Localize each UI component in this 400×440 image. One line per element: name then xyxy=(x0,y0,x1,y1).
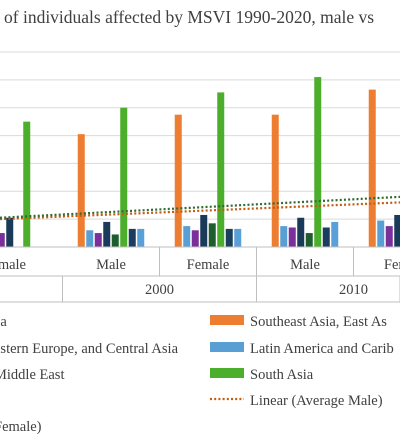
x-axis: male Male Female 2000 Male Femal 2010 xyxy=(0,246,400,303)
x-group-label: 2000 xyxy=(145,282,174,298)
bar xyxy=(86,230,94,247)
legend-swatch xyxy=(210,368,244,378)
bar xyxy=(280,226,288,247)
bar xyxy=(217,92,225,248)
bar xyxy=(377,220,385,247)
x-tick-label: Female xyxy=(187,257,230,273)
legend-label: Female) xyxy=(0,419,42,435)
x-group-label: 2010 xyxy=(339,282,368,298)
bar xyxy=(137,228,145,247)
legend-label: Linear (Average Male) xyxy=(250,393,383,409)
trendlines xyxy=(0,195,400,221)
x-tick-label: Male xyxy=(290,257,320,273)
bar xyxy=(394,214,400,247)
legend-label: South Asia xyxy=(250,367,314,383)
legend-label: Latin America and Carib xyxy=(250,341,394,357)
bar xyxy=(23,121,31,247)
bar xyxy=(103,221,111,247)
bar xyxy=(208,223,216,247)
gridlines xyxy=(0,51,400,220)
bar xyxy=(385,226,393,247)
bar xyxy=(288,227,296,247)
x-tick-label: Male xyxy=(96,257,126,273)
bar xyxy=(94,233,102,247)
bar xyxy=(225,228,233,247)
bar xyxy=(297,217,305,247)
bar xyxy=(0,233,5,247)
bar xyxy=(271,114,279,247)
bar xyxy=(314,77,322,247)
legend-label: Southeast Asia, East As xyxy=(250,314,387,330)
bar xyxy=(368,89,376,247)
bar xyxy=(200,214,208,247)
bar xyxy=(6,217,14,247)
bar xyxy=(77,134,85,247)
bar xyxy=(322,227,330,247)
legend-swatch xyxy=(210,342,244,352)
legend-label: astern Europe, and Central Asia xyxy=(0,341,179,357)
x-tick-label: Femal xyxy=(384,257,400,273)
legend-label: Middle East xyxy=(0,367,64,383)
bar xyxy=(120,107,128,247)
bar xyxy=(111,234,119,247)
trendline xyxy=(0,201,400,221)
bar xyxy=(174,114,182,247)
bar xyxy=(331,221,339,247)
trendline xyxy=(0,195,400,219)
legend: ca Southeast Asia, East As astern Europe, … xyxy=(0,314,394,435)
legend-label: ca xyxy=(0,314,7,330)
x-tick-label: male xyxy=(0,257,26,273)
bar xyxy=(128,228,136,247)
chart-title: of individuals affected by MSVI 1990-202… xyxy=(4,7,374,27)
bar xyxy=(191,230,199,247)
legend-swatch xyxy=(210,315,244,325)
bar xyxy=(305,233,313,247)
bar xyxy=(183,226,191,247)
bars xyxy=(0,77,400,248)
bar xyxy=(234,228,242,247)
